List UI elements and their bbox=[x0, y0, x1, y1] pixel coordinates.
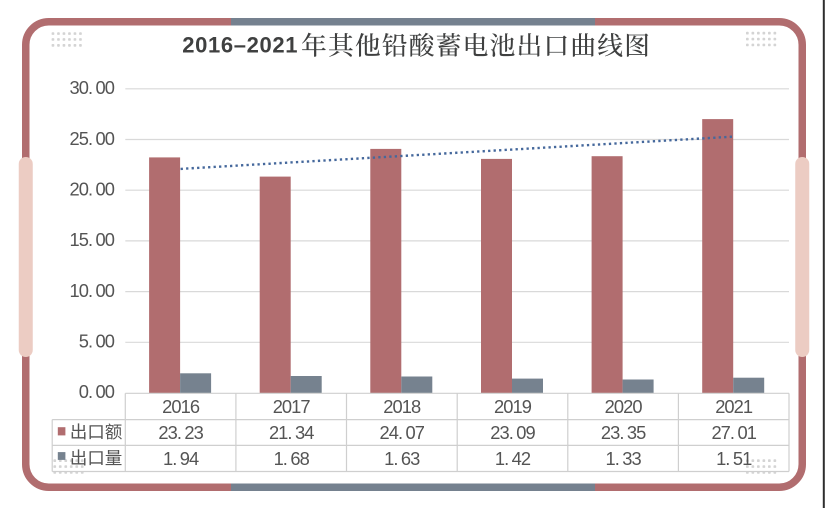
svg-text:10. 00: 10. 00 bbox=[69, 280, 114, 301]
svg-text:1. 33: 1. 33 bbox=[605, 448, 641, 469]
svg-text:1. 51: 1. 51 bbox=[716, 448, 752, 469]
svg-text:1. 94: 1. 94 bbox=[163, 448, 199, 469]
svg-text:2017: 2017 bbox=[273, 396, 311, 417]
svg-text:24. 07: 24. 07 bbox=[380, 422, 425, 443]
svg-text:25. 00: 25. 00 bbox=[69, 128, 114, 149]
svg-text:20. 00: 20. 00 bbox=[69, 178, 114, 199]
svg-text:15. 00: 15. 00 bbox=[69, 229, 114, 250]
svg-text:2016–2021: 2016–2021 bbox=[182, 33, 298, 58]
svg-text:1. 42: 1. 42 bbox=[495, 448, 531, 469]
svg-text:27. 01: 27. 01 bbox=[711, 422, 756, 443]
svg-text:2019: 2019 bbox=[494, 396, 532, 417]
svg-text:2021: 2021 bbox=[715, 396, 753, 417]
svg-text:2018: 2018 bbox=[383, 396, 421, 417]
svg-text:21. 34: 21. 34 bbox=[269, 422, 314, 443]
svg-text:1. 68: 1. 68 bbox=[274, 448, 310, 469]
svg-text:23. 23: 23. 23 bbox=[158, 422, 203, 443]
svg-text:23. 09: 23. 09 bbox=[490, 422, 535, 443]
svg-text:2016: 2016 bbox=[162, 396, 200, 417]
svg-text:23. 35: 23. 35 bbox=[601, 422, 646, 443]
svg-text:5. 00: 5. 00 bbox=[79, 331, 115, 352]
svg-text:1. 63: 1. 63 bbox=[384, 448, 420, 469]
svg-text:2020: 2020 bbox=[605, 396, 643, 417]
svg-text:30. 00: 30. 00 bbox=[69, 77, 114, 98]
svg-text:0. 00: 0. 00 bbox=[79, 381, 115, 402]
